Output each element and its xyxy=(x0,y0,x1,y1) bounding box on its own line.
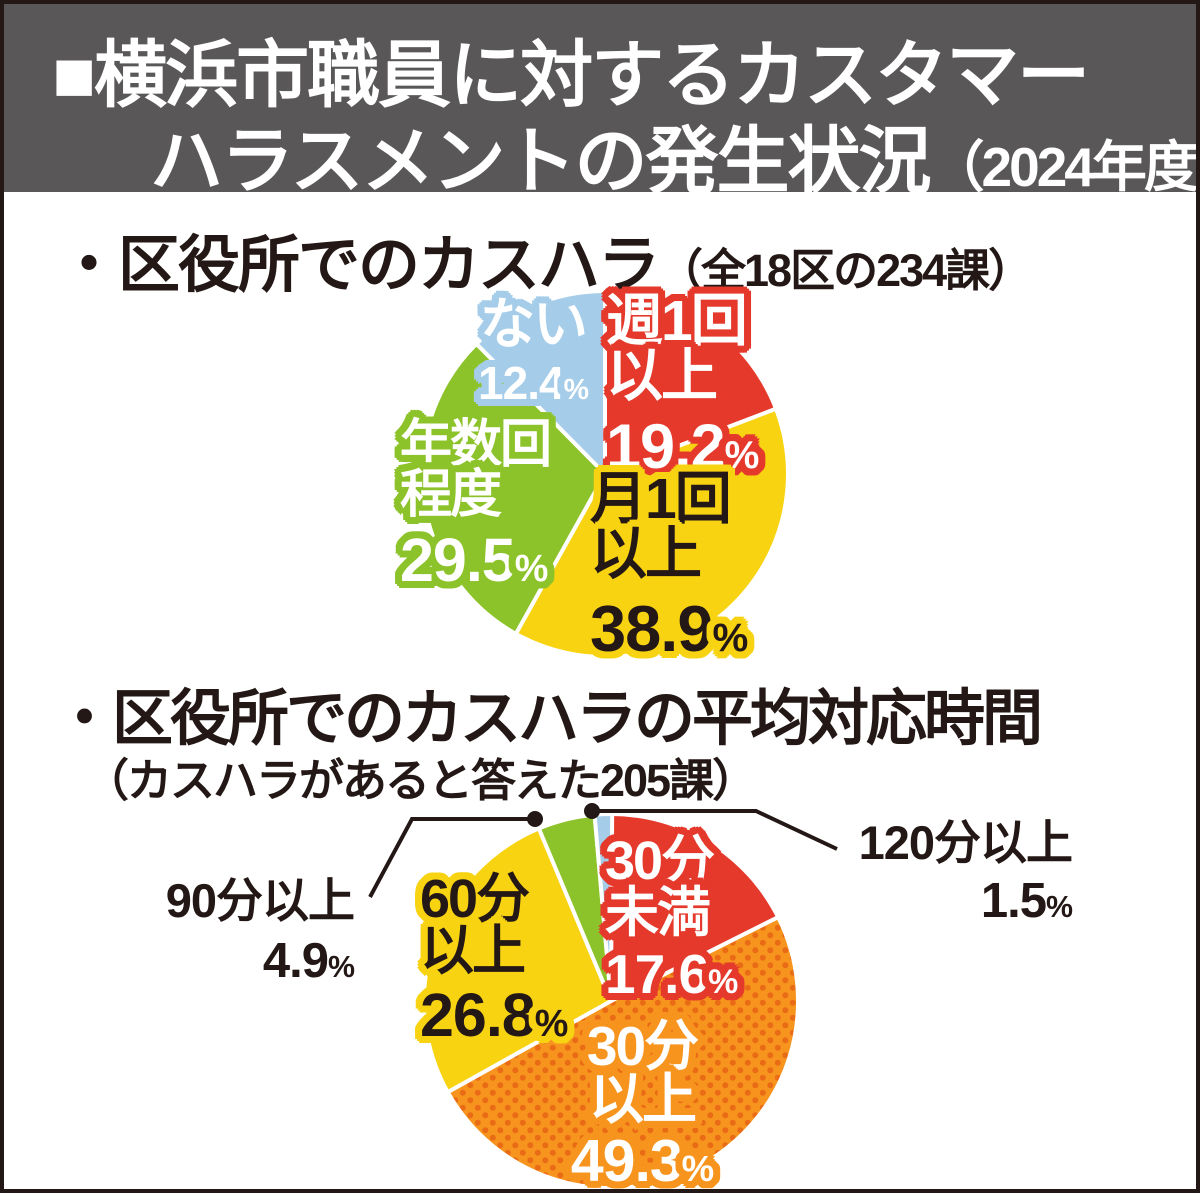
pie1-label-none: ない 12.4% xyxy=(447,293,619,407)
section1-title-note: （全18区の234課） xyxy=(658,245,1033,296)
label-percent-sign: % xyxy=(327,949,355,984)
label-percent-sign: % xyxy=(724,433,760,477)
header-title-line2-main: ハラスメントの発生状況 xyxy=(150,121,932,202)
label-line: 未満 xyxy=(605,883,711,944)
pie-slice-over-60min xyxy=(422,826,613,1095)
label-line: 月1回 xyxy=(590,467,732,531)
label-line: 以上 xyxy=(588,1068,697,1131)
pie-slice-under-30min xyxy=(609,812,781,1003)
pie2-label-under-30min: 30分 未満 17.6% xyxy=(605,831,738,1001)
label-value: 49.3% xyxy=(544,1131,740,1189)
label-value-number: 17.6 xyxy=(605,942,709,1005)
label-line: 年数回 xyxy=(400,416,552,474)
label-line: 程度 xyxy=(400,466,502,525)
pie-slice-monthly xyxy=(513,406,790,659)
header-title-line1: ■横浜市職員に対するカスタマー xyxy=(52,35,1090,116)
section2-title-text: ・区役所でのカスハラの平均対応時間 xyxy=(54,684,1043,752)
pie1-label-weekly: 週1回 以上 19.2% xyxy=(606,289,760,478)
label-line: 以上 xyxy=(420,921,526,982)
label-value: 26.8% xyxy=(420,984,569,1045)
section1-title-text: ・区役所でのカスハラ xyxy=(58,231,660,300)
pie-slice-over-30min xyxy=(445,915,801,1189)
label-percent-sign: % xyxy=(563,374,589,407)
label-value-number: 4.9 xyxy=(262,933,329,988)
label-percent-sign: % xyxy=(681,1147,715,1189)
callout-dot-over-120min xyxy=(584,803,600,819)
label-value: 12.4% xyxy=(447,360,619,407)
header-title-year-note: （2024年度） xyxy=(929,136,1196,198)
pie-slice-weekly xyxy=(603,289,778,476)
header: ■横浜市職員に対するカスタマー ハラスメントの発生状況（2024年度） xyxy=(4,4,1196,202)
callout-lines xyxy=(368,803,838,898)
section2-title: ・区役所でのカスハラの平均対応時間 xyxy=(54,668,1043,757)
label-percent-sign: % xyxy=(534,1002,569,1045)
label-line: 90分以上 xyxy=(165,874,355,927)
label-value-number: 12.4 xyxy=(478,357,565,410)
pie2-label-over-90min: 90分以上 4.9% xyxy=(119,874,355,986)
label-value-number: 26.8 xyxy=(420,980,536,1049)
pie1-label-several-per-year: 年数回 程度 29.5% xyxy=(400,416,552,591)
label-value-number: 49.3 xyxy=(570,1127,683,1193)
label-value-number: 19.2 xyxy=(606,411,726,482)
label-line: 60分 xyxy=(420,869,530,929)
pie-slice-several-per-year xyxy=(420,341,607,636)
label-percent-sign: % xyxy=(1045,889,1073,924)
label-value: 29.5% xyxy=(400,529,550,590)
label-line: 120分以上 xyxy=(858,816,1073,869)
pie2-label-over-30min: 30分 以上 49.3% xyxy=(544,1015,740,1189)
section2-subtitle: （カスハラがあると答えた205課） xyxy=(84,755,757,806)
label-value-number: 29.5 xyxy=(400,525,516,594)
label-value-number: 38.9 xyxy=(590,591,714,665)
callout-dot-over-90min xyxy=(527,811,543,827)
header-title-line2: ハラスメントの発生状況（2024年度） xyxy=(150,102,1196,208)
label-line: 30分 xyxy=(586,1015,699,1077)
label-value: 1.5% xyxy=(840,876,1073,926)
callout-line-over-90min xyxy=(368,817,535,898)
label-percent-sign: % xyxy=(514,547,549,590)
callout-line-over-120min xyxy=(592,809,838,851)
label-value: 38.9% xyxy=(590,596,749,661)
pie2-label-over-60min: 60分 以上 26.8% xyxy=(420,869,569,1045)
label-line: 以上 xyxy=(606,344,718,409)
label-line: 以上 xyxy=(590,522,702,587)
pie-chart-frequency xyxy=(420,289,790,659)
label-line: ない xyxy=(479,293,588,355)
label-percent-sign: % xyxy=(708,962,738,1001)
pie2-label-over-120min: 120分以上 1.5% xyxy=(840,816,1073,926)
pie-slice-none xyxy=(474,289,607,476)
label-percent-sign: % xyxy=(712,614,749,660)
label-line: 30分 xyxy=(605,831,715,891)
label-value: 4.9% xyxy=(119,936,355,986)
section1-title: ・区役所でのカスハラ（全18区の234課） xyxy=(58,214,1033,304)
label-value-number: 1.5 xyxy=(980,873,1047,928)
label-value: 19.2% xyxy=(606,415,760,478)
label-value: 17.6% xyxy=(605,946,738,1001)
label-line: 週1回 xyxy=(606,289,748,353)
pie1-label-monthly: 月1回 以上 38.9% xyxy=(590,467,749,661)
